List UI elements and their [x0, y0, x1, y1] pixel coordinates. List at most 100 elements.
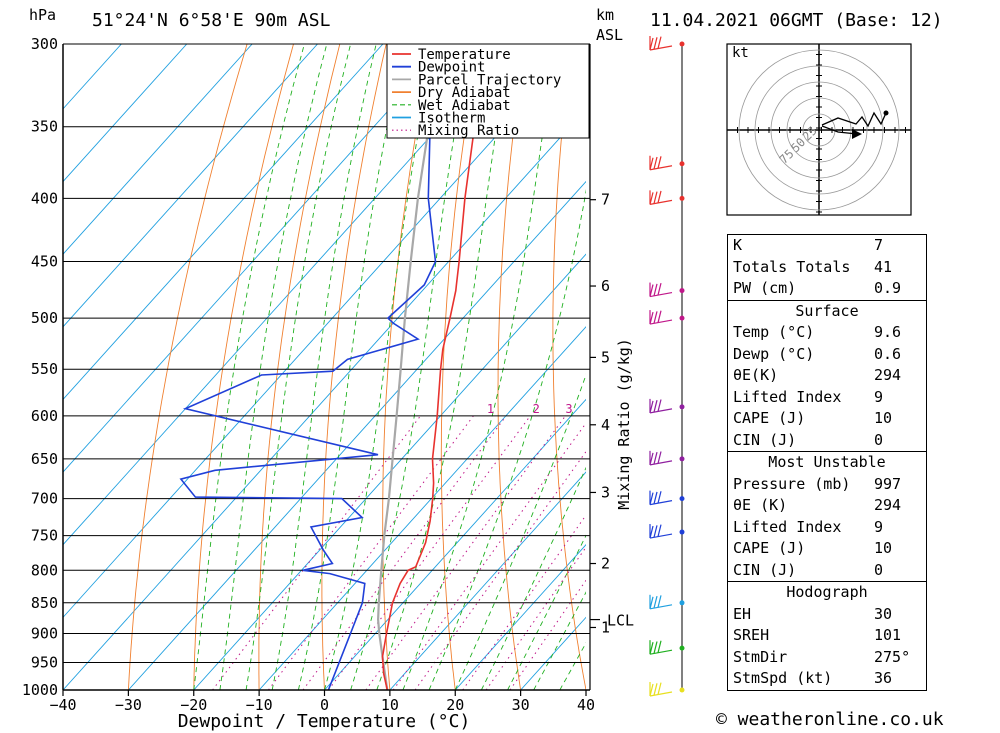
surface-cin-value: 0	[874, 430, 884, 449]
wind-barb	[649, 310, 673, 325]
isotherm-line	[63, 44, 580, 619]
barb-flag	[653, 525, 658, 538]
barb-flag	[657, 595, 662, 608]
barb-dot	[679, 404, 685, 410]
mixing-ratio-line	[302, 415, 507, 690]
barb-shaft	[649, 408, 673, 414]
mixing-ratio-label: 4	[588, 402, 595, 416]
hodo-sreh-value: 101	[874, 626, 902, 644]
barb-flag	[653, 400, 658, 413]
isotherm-line	[63, 44, 449, 473]
mixing-ratio-line	[485, 546, 586, 690]
k-value: 7	[874, 236, 884, 254]
wind-barb	[649, 594, 673, 610]
barb-flag	[657, 310, 662, 323]
pressure-tick-label: 300	[31, 35, 58, 53]
barb-flag	[649, 492, 654, 505]
barb-shaft	[649, 319, 673, 325]
hodograph-end-dot	[883, 110, 889, 116]
hodo-stmspd-label: StmSpd (kt)	[733, 669, 833, 687]
copyright-footer[interactable]: © weatheronline.co.uk	[716, 709, 944, 730]
asl-unit: ASL	[596, 26, 623, 44]
pressure-tick-label: 400	[31, 189, 58, 207]
pw-label: PW (cm)	[733, 279, 797, 297]
legend-label: Dry Adiabat	[418, 85, 511, 101]
barb-flag	[653, 156, 658, 170]
barb-flag	[649, 452, 654, 466]
storm-motion-line	[821, 125, 858, 135]
km-tick-label: 1	[601, 618, 610, 636]
mu-cape-label: CAPE (J)	[733, 539, 806, 557]
barb-flag	[657, 451, 662, 464]
mixing-ratio-label: 2	[533, 402, 540, 416]
surface-dewp-label: Dewp (°C)	[733, 344, 815, 363]
barb-flag	[649, 400, 654, 414]
pw-value: 0.9	[874, 279, 902, 297]
barb-dot	[679, 288, 685, 294]
barb-flag	[653, 191, 658, 204]
barb-flag	[657, 524, 662, 537]
dry-adiabat-line	[989, 44, 1000, 690]
hodograph-unit: kt	[732, 45, 749, 61]
barb-flag	[649, 284, 654, 297]
surface-cape-value: 10	[874, 409, 893, 427]
wet-adiabat-line	[350, 44, 471, 690]
wet-adiabat-line	[480, 466, 586, 690]
wind-barb	[649, 155, 673, 171]
pressure-tick-label: 800	[31, 561, 58, 579]
pressure-tick-label: 850	[31, 594, 58, 612]
dry-adiabat-line	[497, 44, 526, 690]
wet-adiabat-line	[219, 44, 328, 690]
k-label: K	[733, 236, 743, 254]
barb-flag	[649, 311, 654, 325]
x-tick-label: 10	[381, 696, 399, 714]
surface-dewp-value: 0.6	[874, 344, 902, 363]
wet-adiabat-line	[271, 44, 377, 690]
parcel-trajectory-line	[376, 44, 447, 690]
wet-adiabat-line	[193, 44, 305, 690]
mixing-ratio-line	[414, 450, 586, 690]
barb-flag	[653, 641, 658, 654]
surface-li-value: 9	[874, 387, 884, 406]
mu-theta-label: θE (K)	[733, 496, 788, 514]
surface-cin-label: CIN (J)	[733, 430, 797, 449]
barb-dot	[679, 645, 685, 651]
barb-shaft	[649, 199, 673, 205]
barb-flag	[649, 192, 654, 205]
legend-label: Isotherm	[418, 111, 485, 127]
x-tick-label: −10	[246, 696, 273, 714]
hodo-eh-value: 30	[874, 604, 893, 623]
isotherm-line	[193, 253, 586, 690]
dewpoint-line	[179, 44, 437, 690]
wet-adiabat-line	[428, 189, 586, 690]
x-tick-label: −20	[180, 696, 207, 714]
surface-heading: Surface	[728, 299, 926, 323]
mixing-ratio-label: 3	[565, 402, 572, 416]
barb-flag	[653, 491, 658, 505]
indices-table: K 7 Totals Totals 41 PW (cm) 0.9 Surface Te…	[727, 234, 927, 691]
legend-label: Wet Adiabat	[418, 98, 511, 114]
barb-dot	[679, 529, 685, 535]
legend-box	[386, 43, 590, 139]
barb-flag	[653, 452, 658, 465]
mixing-ratio-line	[365, 415, 566, 690]
isotherm-line	[63, 44, 253, 255]
totals-label: Totals Totals	[733, 257, 851, 276]
pressure-tick-label: 650	[31, 450, 58, 468]
hodo-heading: Hodograph	[728, 581, 926, 604]
barb-flag	[653, 683, 658, 696]
mu-pressure-value: 997	[874, 474, 902, 493]
datetime-title: 11.04.2021 06GMT (Base: 12)	[650, 10, 943, 31]
mu-pressure-label: Pressure (mb)	[733, 474, 851, 493]
km-tick-label: 6	[601, 277, 610, 295]
barb-dot	[679, 600, 685, 606]
barb-dot	[679, 41, 685, 47]
pressure-tick-label: 350	[31, 118, 58, 136]
isotherm-line	[389, 471, 586, 690]
mu-cape-value: 10	[874, 539, 893, 557]
surface-temp-label: Temp (°C)	[733, 323, 815, 341]
km-tick-label: 2	[601, 555, 610, 573]
barb-dot	[679, 315, 685, 321]
